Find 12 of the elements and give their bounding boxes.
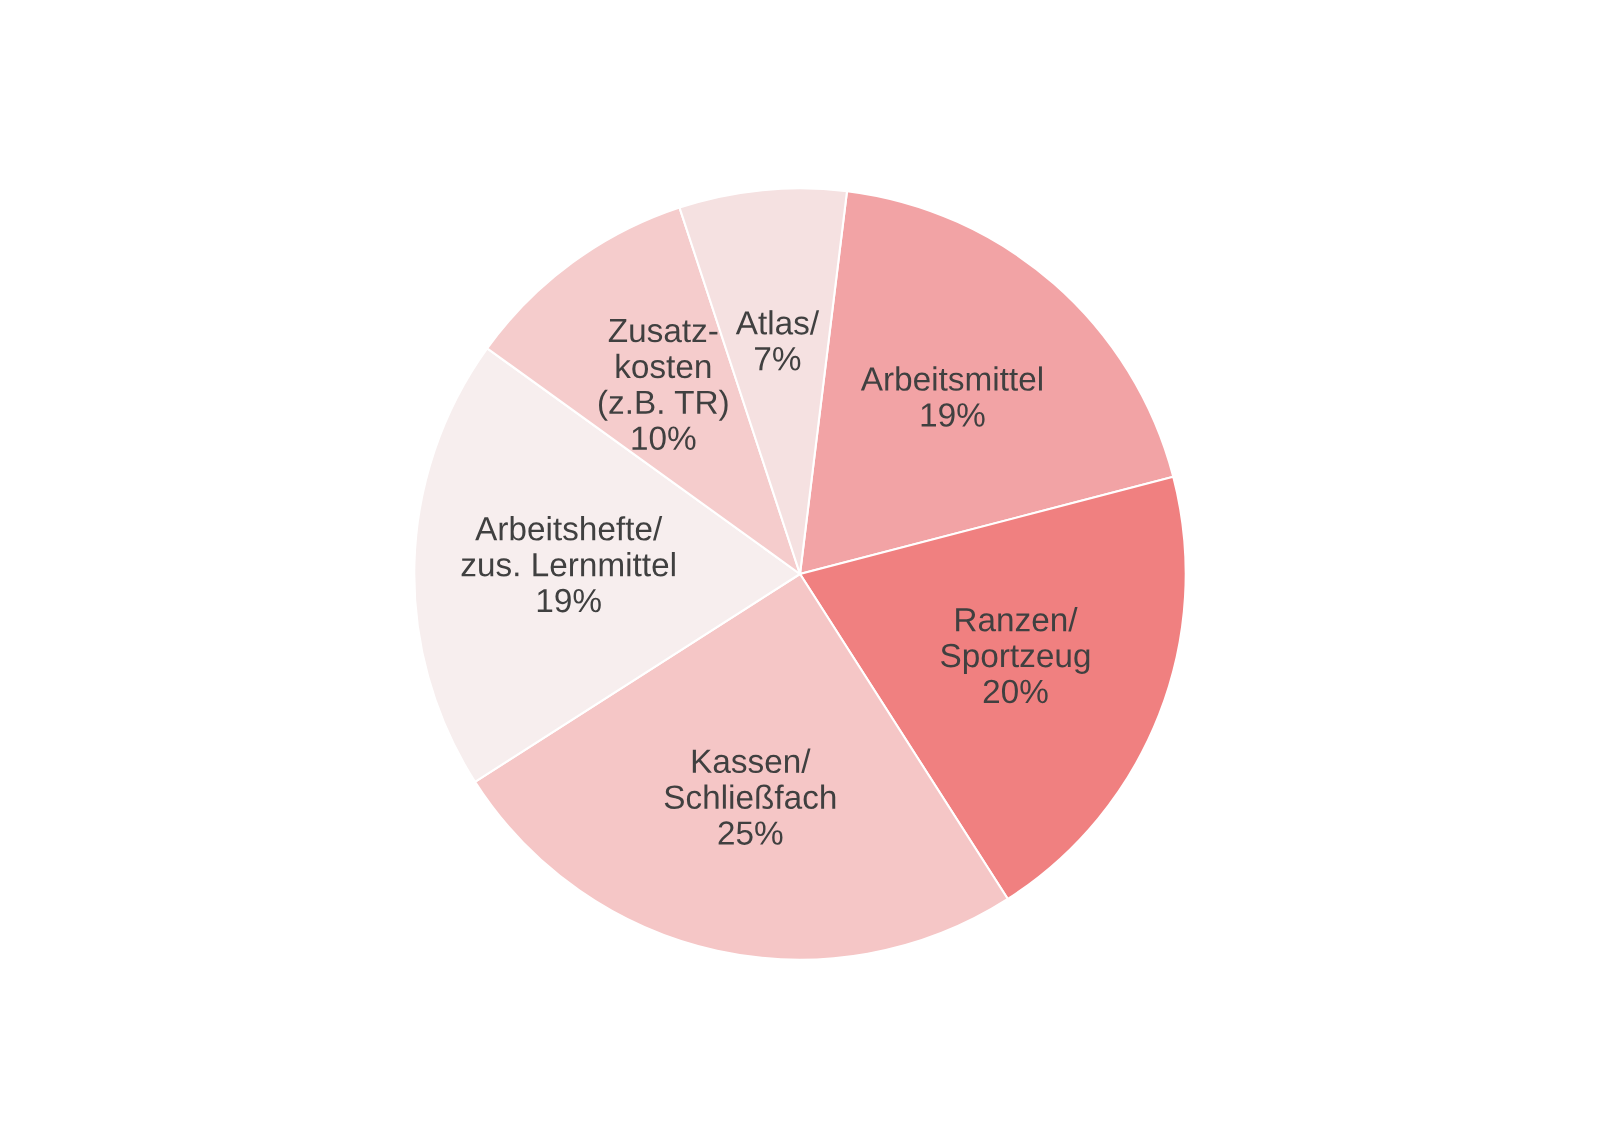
data-label: 10% [632, 426, 696, 451]
data-label: 25% [718, 821, 783, 845]
slice-label: Kassen/ Schließfach [664, 748, 836, 809]
slice-label: Atlas/ [735, 310, 820, 335]
data-label: 19% [921, 403, 985, 427]
slice-label: Zusatz- kosten (z.B. TR) [599, 319, 728, 421]
data-label: 20% [983, 679, 1048, 704]
slice-label: Arbeitshefte/ zus. Lernmittel [461, 516, 675, 577]
slice-label: Ranzen/ Sportzeug [941, 607, 1090, 674]
slice-label: Arbeitsmittel [860, 366, 1042, 391]
data-label: 7% [755, 347, 801, 371]
data-label: 19% [537, 588, 601, 613]
